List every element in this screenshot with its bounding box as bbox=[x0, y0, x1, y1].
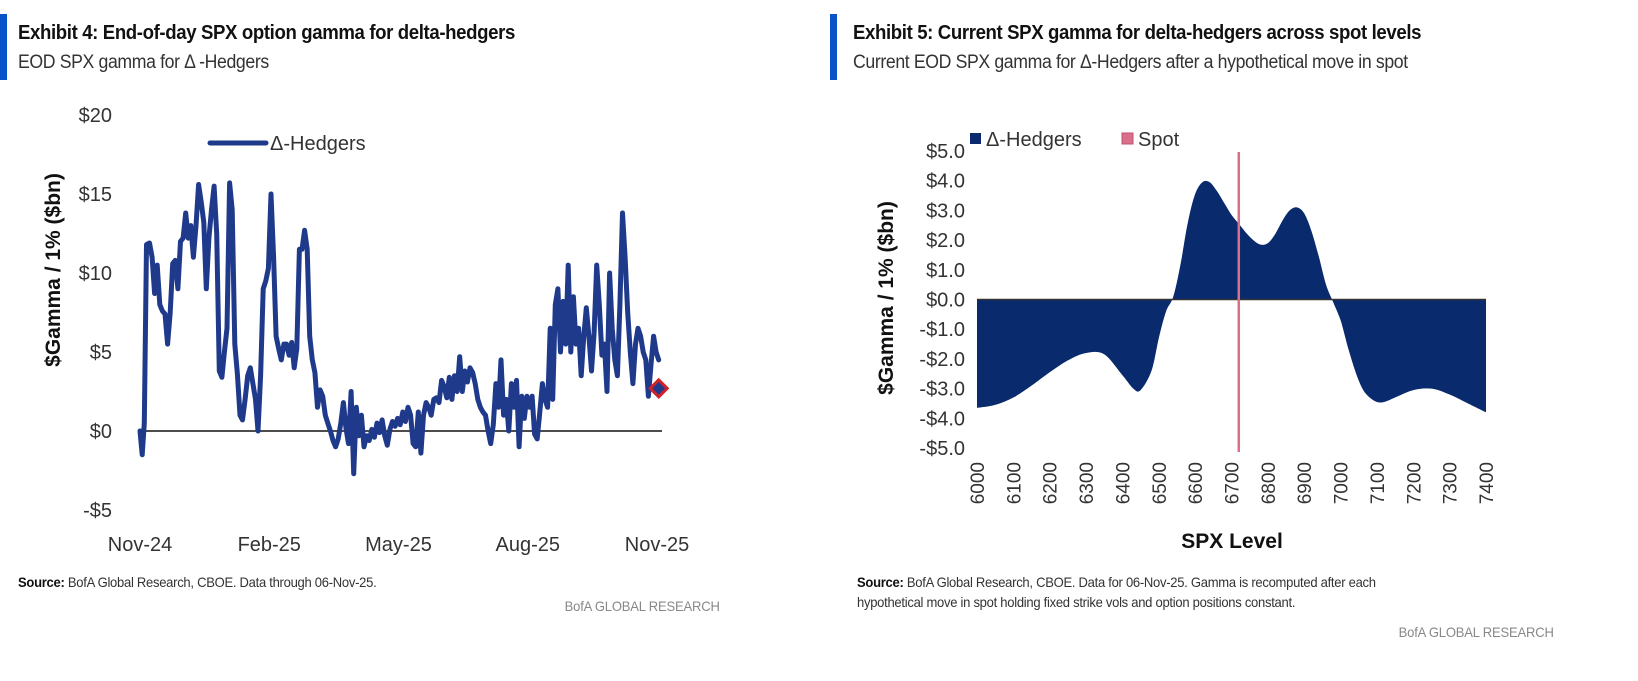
exhibit-5-subtitle: Current EOD SPX gamma for Δ-Hedgers afte… bbox=[853, 52, 1408, 73]
x-tick-label: Aug-25 bbox=[496, 534, 561, 556]
title-accent-bar bbox=[830, 14, 837, 80]
series-line-delta-hedgers bbox=[137, 180, 662, 477]
exhibit-5-source: Source: BofA Global Research, CBOE. Data… bbox=[857, 572, 1376, 612]
exhibit-5-brand: BofA GLOBAL RESEARCH bbox=[1398, 624, 1554, 640]
title-accent-bar bbox=[0, 14, 7, 80]
legend-label-delta-hedgers: Δ-Hedgers bbox=[270, 133, 366, 155]
exhibit-4-panel: Exhibit 4: End-of-day SPX option gamma f… bbox=[0, 0, 800, 681]
y-tick-label: $15 bbox=[79, 184, 112, 206]
source-text-line-2: hypothetical move in spot holding fixed … bbox=[857, 594, 1296, 610]
y-tick-label: $0 bbox=[90, 421, 112, 443]
source-label: Source: bbox=[18, 574, 65, 590]
source-text: BofA Global Research, CBOE. Data through… bbox=[64, 574, 377, 590]
exhibit-4-subtitle: EOD SPX gamma for Δ -Hedgers bbox=[18, 52, 269, 73]
last-point-marker bbox=[648, 377, 670, 399]
y-tick-label: $20 bbox=[79, 105, 112, 127]
x-tick-label: Nov-24 bbox=[108, 534, 172, 556]
exhibit-4-title: Exhibit 4: End-of-day SPX option gamma f… bbox=[18, 22, 515, 44]
exhibit-4-chart: -$5 $0 $5 $10 $15 $20 Nov-24 Feb-25 May-25 Aug-2… bbox=[42, 105, 689, 556]
source-label: Source: bbox=[857, 574, 904, 590]
y-axis-label: $Gamma / 1% ($bn) bbox=[42, 173, 65, 367]
exhibit-4-source: Source: BofA Global Research, CBOE. Data… bbox=[18, 572, 377, 592]
exhibit-5-title: Exhibit 5: Current SPX gamma for delta-h… bbox=[853, 22, 1422, 44]
legend: Δ-Hedgers bbox=[207, 133, 366, 155]
exhibit-4-brand: BofA GLOBAL RESEARCH bbox=[564, 598, 720, 614]
x-tick-label: Nov-25 bbox=[625, 534, 689, 556]
exhibit-5-panel: Exhibit 5: Current SPX gamma for delta-h… bbox=[820, 0, 1638, 681]
y-tick-label: $5 bbox=[90, 342, 112, 364]
y-tick-label: -$5 bbox=[83, 500, 112, 522]
source-text-line-1: BofA Global Research, CBOE. Data for 06-… bbox=[903, 574, 1376, 590]
x-tick-label: Feb-25 bbox=[238, 534, 301, 556]
y-tick-label: $10 bbox=[79, 263, 112, 285]
x-tick-label: May-25 bbox=[365, 534, 432, 556]
